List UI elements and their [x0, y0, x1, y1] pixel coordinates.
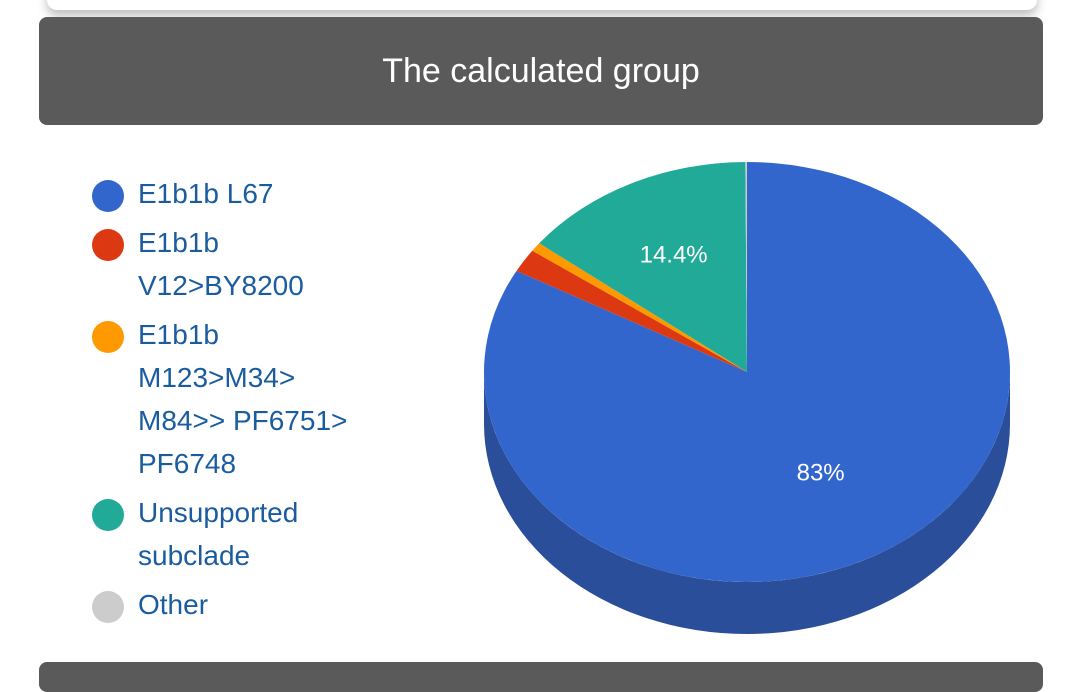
pie-slice[interactable]: [516, 250, 747, 372]
pie-slice[interactable]: [532, 243, 747, 372]
pie-chart: 83% 14.4%: [484, 162, 1010, 634]
chart-legend: E1b1b L67 E1b1b V12>BY8200 E1b1b M123>M34>…: [92, 172, 392, 632]
legend-swatch: [92, 180, 124, 212]
legend-swatch: [92, 499, 124, 531]
legend-swatch: [92, 321, 124, 353]
chart-title-bar: The calculated group: [39, 17, 1043, 125]
legend-item[interactable]: E1b1b M123>M34> M84>> PF6751> PF6748: [92, 313, 392, 485]
chart-title: The calculated group: [382, 51, 700, 90]
pie-slice[interactable]: [484, 162, 1010, 582]
legend-label: E1b1b V12>BY8200: [138, 227, 304, 301]
legend-item[interactable]: E1b1b V12>BY8200: [92, 221, 392, 307]
next-card-bar: [39, 662, 1043, 692]
legend-item[interactable]: Other: [92, 583, 392, 626]
legend-label: Other: [138, 589, 209, 620]
legend-item[interactable]: Unsupported subclade: [92, 491, 392, 577]
legend-label: Unsupported subclade: [138, 497, 299, 571]
previous-card: [47, 0, 1037, 10]
legend-label: E1b1b M123>M34> M84>> PF6751> PF6748: [138, 319, 348, 479]
legend-swatch: [92, 591, 124, 623]
pie-data-label: 14.4%: [640, 241, 708, 268]
pie-slice-side: [484, 372, 1010, 634]
pie-data-label: 83%: [797, 459, 845, 486]
legend-swatch: [92, 229, 124, 261]
legend-label: E1b1b L67: [138, 178, 274, 209]
pie-slice[interactable]: [539, 162, 747, 372]
legend-item[interactable]: E1b1b L67: [92, 172, 392, 215]
